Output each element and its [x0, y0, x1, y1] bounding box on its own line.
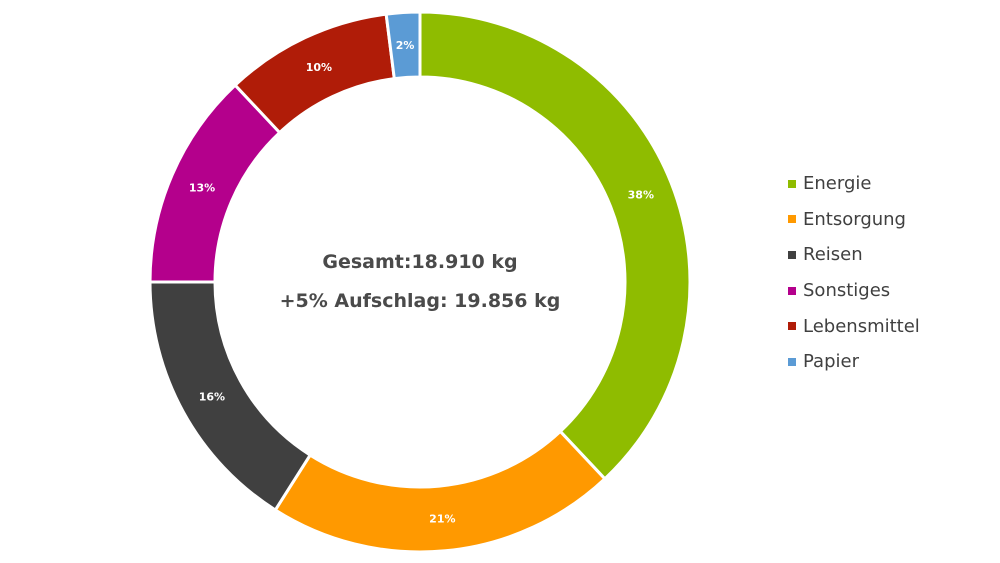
center-surcharge-text: +5% Aufschlag: 19.856 kg [280, 290, 561, 312]
legend-item-lebensmittel: Lebensmittel [788, 308, 920, 344]
legend-swatch [788, 286, 796, 295]
slice-entsorgung [273, 429, 607, 554]
legend-item-energie: Energie [788, 166, 920, 202]
slice-label-entsorgung: 21% [429, 512, 455, 525]
legend-label: Lebensmittel [803, 315, 920, 337]
legend-label: Reisen [803, 244, 863, 266]
donut-slices [148, 10, 692, 554]
slice-energie [418, 10, 692, 481]
legend-label: Entsorgung [803, 208, 906, 230]
legend-item-sonstiges: Sonstiges [788, 273, 920, 309]
legend-swatch [788, 179, 796, 188]
slice-label-papier: 2% [396, 39, 415, 52]
legend-item-entsorgung: Entsorgung [788, 202, 920, 238]
chart-legend: Energie Entsorgung Reisen Sonstiges Lebensmi… [788, 166, 920, 380]
legend-item-papier: Papier [788, 344, 920, 380]
slice-label-sonstiges: 13% [189, 182, 215, 195]
slice-papier [384, 10, 422, 81]
legend-label: Energie [803, 173, 872, 195]
legend-label: Sonstiges [803, 280, 891, 302]
legend-swatch [788, 215, 796, 224]
slice-label-reisen: 16% [199, 390, 225, 403]
legend-swatch [788, 250, 796, 259]
slice-label-energie: 38% [628, 189, 654, 202]
legend-swatch [788, 322, 796, 331]
slice-label-lebensmittel: 10% [306, 61, 332, 74]
slice-labels: 38% 21% 16% 13% 10% 2% [189, 39, 654, 525]
legend-label: Papier [803, 351, 859, 373]
legend-item-reisen: Reisen [788, 237, 920, 273]
center-total-text: Gesamt:18.910 kg [322, 251, 517, 273]
legend-swatch [788, 357, 796, 366]
slice-reisen [148, 280, 313, 513]
